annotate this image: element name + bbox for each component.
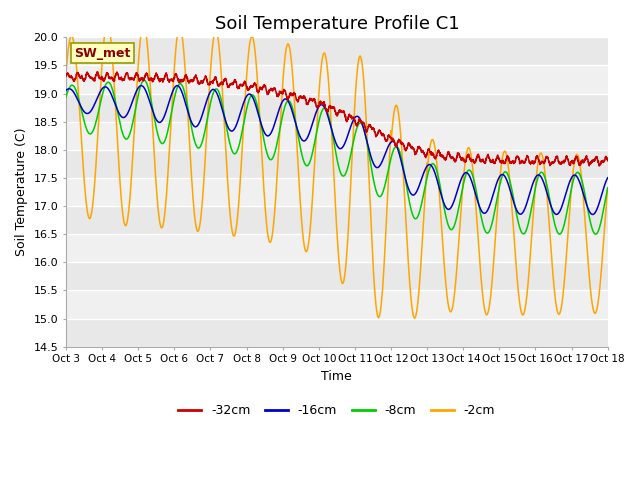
Text: SW_met: SW_met	[74, 47, 131, 60]
Bar	[66, 290, 608, 319]
Legend: -32cm, -16cm, -8cm, -2cm: -32cm, -16cm, -8cm, -2cm	[173, 399, 500, 422]
X-axis label: Time: Time	[321, 370, 352, 383]
Bar	[66, 263, 608, 290]
Y-axis label: Soil Temperature (C): Soil Temperature (C)	[15, 128, 28, 256]
Bar	[66, 150, 608, 178]
Bar	[66, 206, 608, 234]
Bar	[66, 319, 608, 347]
Bar	[66, 94, 608, 122]
Title: Soil Temperature Profile C1: Soil Temperature Profile C1	[214, 15, 459, 33]
Bar	[66, 65, 608, 94]
Bar	[66, 178, 608, 206]
Bar	[66, 37, 608, 65]
Bar	[66, 122, 608, 150]
Bar	[66, 234, 608, 263]
